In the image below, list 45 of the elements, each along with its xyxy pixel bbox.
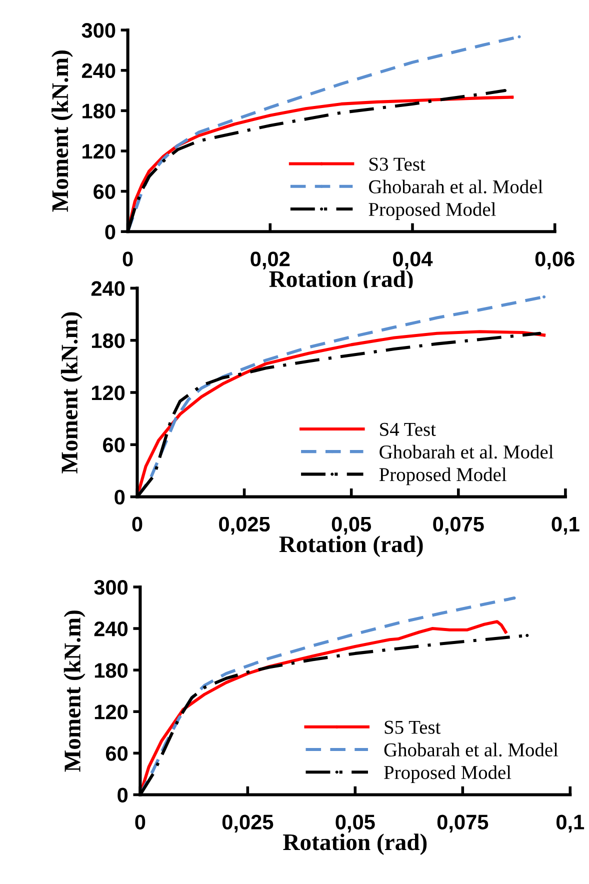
y-tick-label: 0 — [105, 224, 116, 240]
y-tick-label: 240 — [82, 63, 116, 78]
legend-label: Ghobarah et al. Model — [380, 444, 554, 459]
x-axis-title: Rotation (rad) — [279, 536, 423, 558]
x-tick-label: 0,04 — [393, 252, 433, 270]
y-tick-label: 180 — [92, 333, 125, 348]
y-tick-label: 0 — [118, 788, 128, 802]
y-tick-label: 180 — [82, 104, 116, 118]
y-tick-label: 120 — [92, 385, 125, 400]
legend-label: S4 Test — [380, 422, 436, 436]
x-tick-label: 0,02 — [250, 252, 290, 270]
legend-label: Ghobarah et al. Model — [384, 742, 558, 757]
x-tick-label: 0 — [132, 516, 142, 532]
legend-label: Proposed Model — [379, 468, 506, 486]
y-tick-label: 180 — [94, 663, 128, 678]
x-tick-label: 0 — [135, 814, 146, 830]
x-tick-label: 0,05 — [336, 814, 375, 832]
legend-label: Proposed Model — [368, 202, 496, 220]
y-tick-label: 120 — [82, 144, 116, 159]
legend-label: Ghobarah et al. Model — [369, 180, 543, 194]
x-tick-label: 0,06 — [535, 252, 574, 270]
y-tick-label: 60 — [103, 438, 125, 452]
y-tick-label: 240 — [94, 622, 128, 636]
x-tick-label: 0,05 — [332, 516, 372, 535]
y-tick-label: 240 — [91, 281, 125, 296]
x-tick-label: 0,025 — [219, 516, 270, 535]
x-tick-label: 0,075 — [437, 814, 488, 832]
y-tick-label: 300 — [94, 580, 128, 595]
y-tick-label: 120 — [94, 704, 128, 720]
y-tick-label: 0 — [114, 490, 125, 505]
y-axis-title: Moment (kN.m) — [52, 50, 73, 212]
y-tick-label: 300 — [82, 23, 116, 38]
legend-label: S3 Test — [370, 158, 426, 171]
x-axis-title: Rotation (rad) — [269, 270, 413, 292]
y-axis-title: Moment (kN.m) — [64, 610, 86, 772]
x-tick-label: 0,1 — [552, 516, 580, 535]
y-tick-label: 60 — [94, 184, 116, 200]
legend-label: Proposed Model — [384, 765, 512, 784]
x-tick-label: 0,025 — [222, 814, 274, 832]
x-axis-title: Rotation (rad) — [283, 834, 427, 855]
legend-label: S5 Test — [384, 720, 441, 734]
y-axis-title: Moment (kN.m) — [60, 312, 82, 474]
x-tick-label: 0,075 — [433, 516, 484, 535]
x-tick-label: 0,1 — [556, 814, 584, 832]
y-tick-label: 60 — [106, 746, 128, 761]
